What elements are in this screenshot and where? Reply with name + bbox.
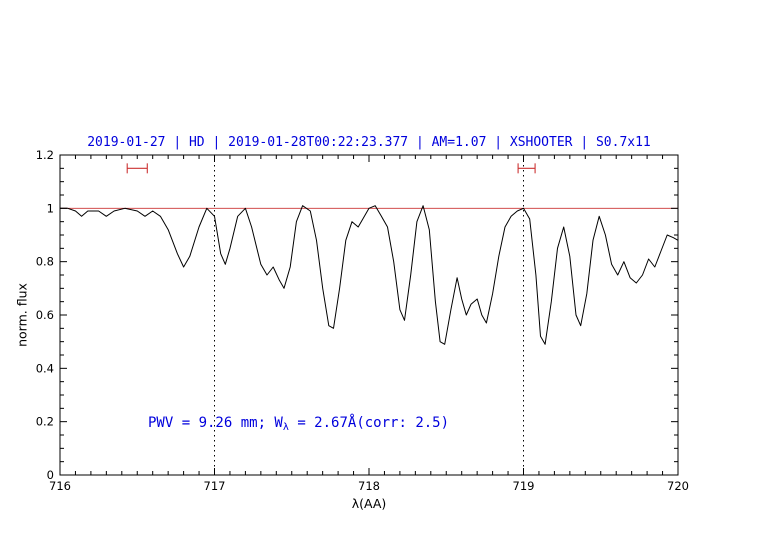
y-tick-label: 1.2 [36, 148, 54, 162]
x-tick-label: 719 [513, 479, 535, 493]
y-tick-label: 0.2 [36, 415, 54, 429]
pwv-annotation-post: = 2.67Å(corr: 2.5) [288, 415, 450, 431]
x-axis-label: λ(AA) [351, 496, 387, 511]
y-tick-label: 0.4 [36, 361, 54, 375]
y-tick-label: 0.6 [36, 308, 54, 322]
x-tick-label: 716 [49, 479, 71, 493]
x-tick-label: 718 [358, 479, 380, 493]
pwv-annotation-pre: PWV = 9.26 mm; W [148, 415, 283, 431]
y-tick-label: 1 [47, 201, 54, 215]
x-tick-label: 717 [204, 479, 226, 493]
x-tick-label: 720 [667, 479, 689, 493]
y-tick-label: 0.8 [36, 255, 54, 269]
spectrum-line [60, 205, 679, 345]
chart-title: 2019-01-27 | HD | 2019-01-28T00:22:23.37… [87, 135, 651, 150]
y-axis-label: norm. flux [14, 283, 30, 347]
y-tick-label: 0 [47, 468, 54, 482]
pwv-annotation-sub: λ [282, 422, 289, 433]
pwv-annotation: PWV = 9.26 mm; Wλ = 2.67Å(corr: 2.5) [148, 415, 449, 433]
